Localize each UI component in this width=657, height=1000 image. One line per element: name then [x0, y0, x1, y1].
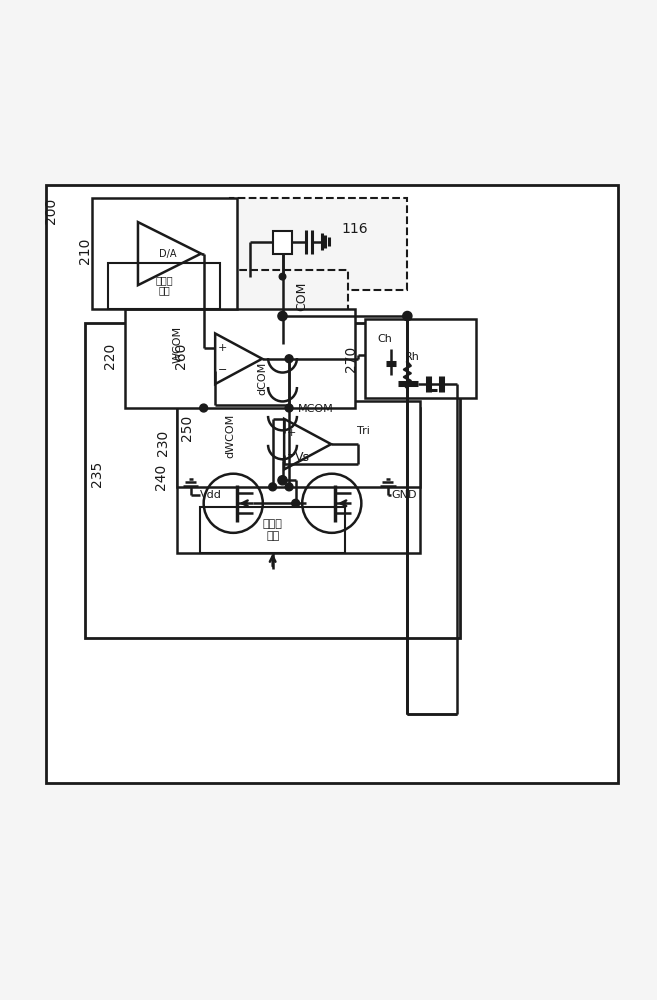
Circle shape — [278, 311, 287, 321]
Text: 220: 220 — [103, 342, 118, 369]
Text: 泋数: 泋数 — [158, 285, 170, 295]
Bar — [177, 401, 420, 487]
Text: Ch: Ch — [377, 334, 392, 344]
Text: 器位嶔: 器位嶔 — [263, 519, 283, 529]
Text: 240: 240 — [154, 464, 168, 490]
Text: 270: 270 — [344, 346, 359, 372]
Text: 260: 260 — [173, 342, 188, 369]
Bar — [46, 185, 618, 783]
Text: +: + — [217, 343, 227, 353]
Text: 泋解: 泋解 — [266, 531, 279, 541]
Circle shape — [278, 476, 287, 485]
Text: 210: 210 — [78, 237, 93, 264]
Text: −: − — [286, 450, 296, 460]
Text: WCOM: WCOM — [172, 326, 183, 363]
Bar — [273, 231, 292, 254]
Bar — [177, 408, 420, 553]
Text: Vdd: Vdd — [200, 490, 222, 500]
Text: 230: 230 — [156, 430, 170, 456]
Text: +: + — [286, 428, 296, 438]
Bar — [85, 323, 460, 638]
Bar — [108, 263, 220, 309]
Bar — [200, 507, 345, 553]
Bar — [125, 309, 355, 408]
Circle shape — [292, 499, 300, 507]
Text: Vs: Vs — [295, 451, 309, 464]
Circle shape — [200, 404, 208, 412]
Circle shape — [285, 404, 293, 412]
Text: MCOM: MCOM — [298, 404, 333, 414]
Text: −: − — [217, 365, 227, 375]
Bar — [92, 198, 237, 309]
Bar — [365, 319, 476, 398]
Circle shape — [285, 483, 293, 491]
Text: 235: 235 — [90, 461, 104, 487]
Text: 200: 200 — [44, 198, 58, 224]
Text: dCOM: dCOM — [258, 362, 268, 395]
Circle shape — [279, 273, 286, 280]
Text: dWCOM: dWCOM — [225, 413, 235, 458]
Bar — [230, 198, 407, 290]
Text: COM: COM — [296, 282, 309, 311]
Text: 250: 250 — [180, 415, 194, 441]
Circle shape — [269, 483, 277, 491]
Circle shape — [285, 355, 293, 363]
Circle shape — [403, 311, 412, 321]
Text: 116: 116 — [342, 222, 368, 236]
Text: Rh: Rh — [405, 352, 419, 362]
Text: Tri: Tri — [357, 426, 370, 436]
Text: D/A: D/A — [159, 249, 176, 259]
Text: 器制掛: 器制掛 — [156, 275, 173, 285]
Bar — [171, 270, 348, 533]
Text: GND: GND — [391, 490, 417, 500]
